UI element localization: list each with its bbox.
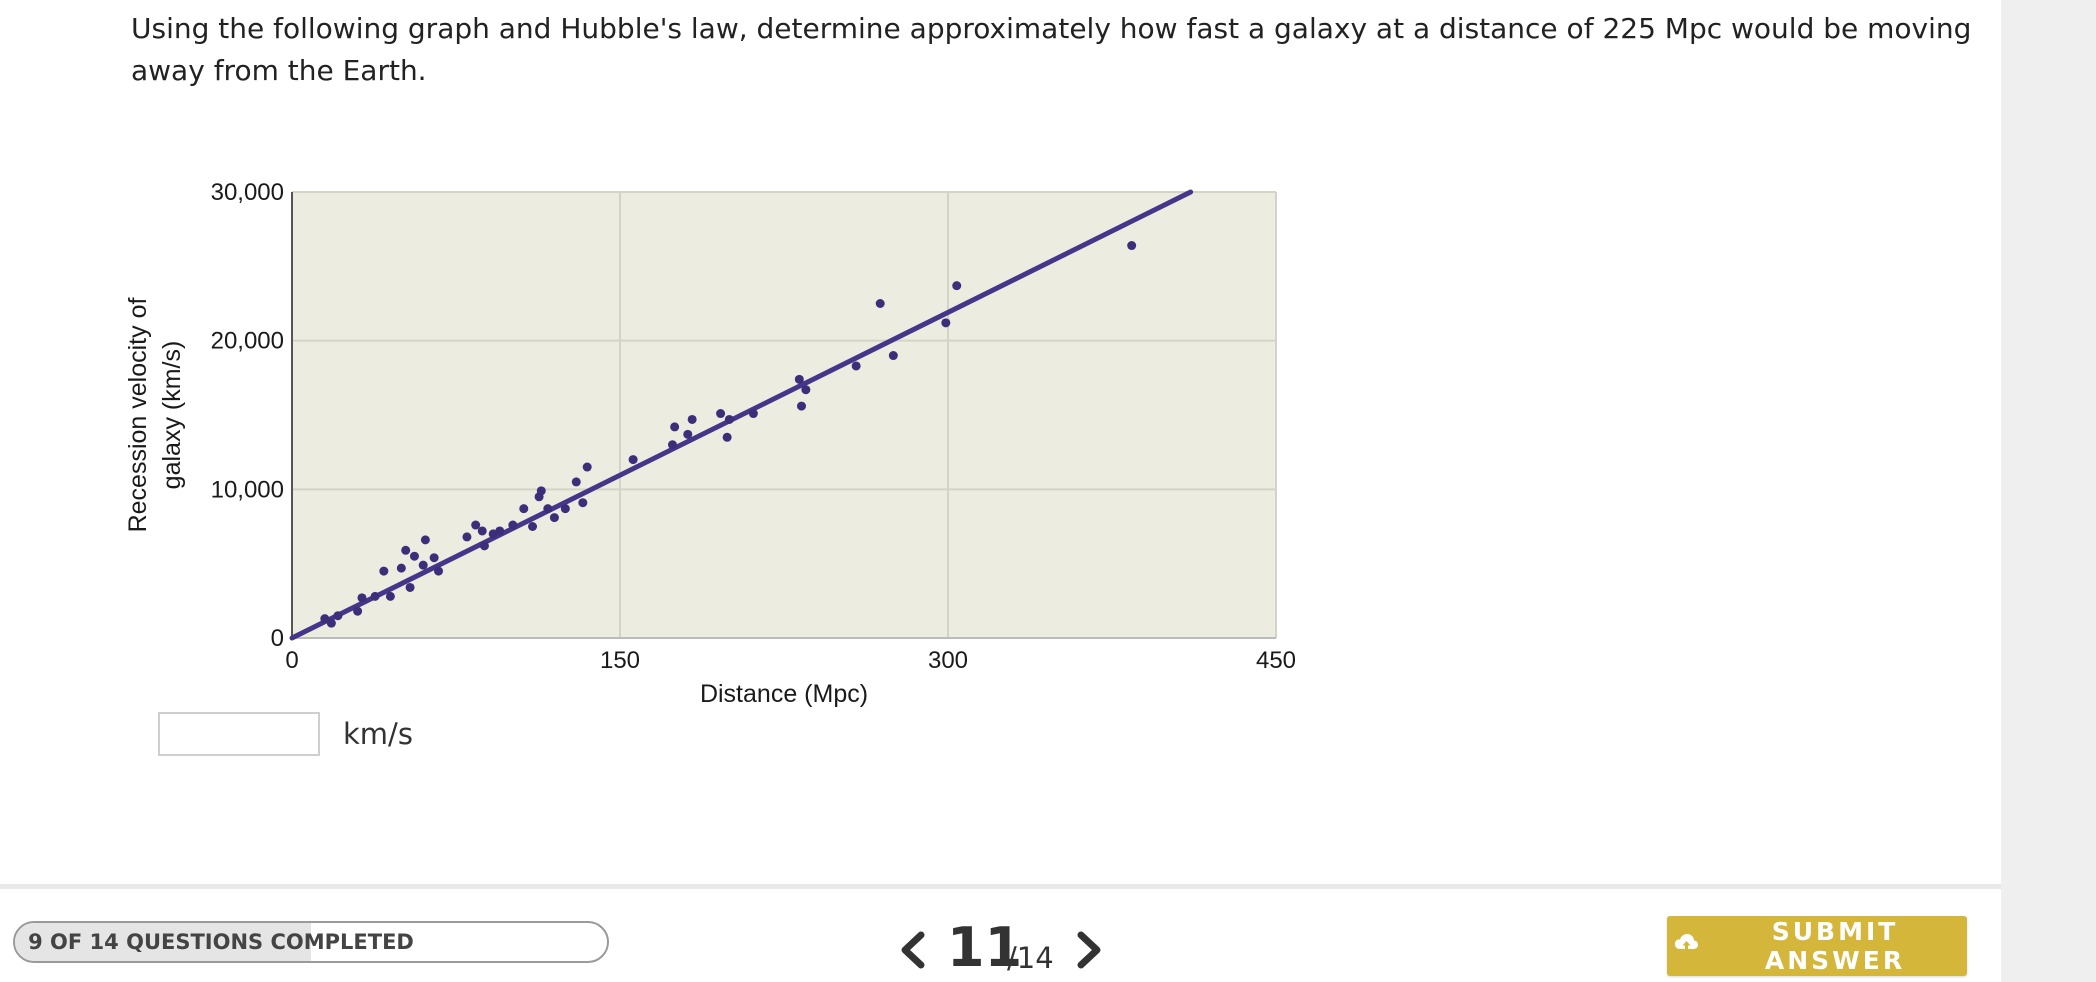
data-point (320, 614, 330, 624)
x-tick-label: 150 (600, 647, 640, 674)
data-point (582, 462, 592, 472)
cloud-upload-icon (1673, 930, 1699, 962)
x-axis-label: Distance (Mpc) (700, 680, 868, 708)
data-point (801, 385, 811, 395)
data-point (941, 318, 951, 328)
data-point (396, 563, 406, 573)
data-point (796, 401, 806, 411)
y-axis-label: galaxy (km/s) (158, 341, 186, 490)
data-point (405, 582, 415, 592)
data-point (628, 455, 638, 465)
chevron-left-icon[interactable] (895, 930, 929, 970)
y-tick-label: 30,000 (211, 179, 284, 206)
y-tick-label: 0 (271, 625, 284, 652)
data-point (716, 409, 726, 419)
pagination: 11 /14 (895, 918, 1125, 978)
x-tick-label: 0 (285, 647, 298, 674)
data-point (519, 504, 529, 514)
data-point (571, 477, 581, 487)
data-point (748, 409, 758, 419)
data-point (479, 541, 489, 551)
chevron-right-icon[interactable] (1073, 930, 1107, 970)
data-point (851, 361, 861, 371)
data-point (401, 545, 411, 555)
question-text: Using the following graph and Hubble's l… (131, 12, 1972, 87)
data-point (888, 351, 898, 361)
y-tick-label: 10,000 (211, 476, 284, 503)
data-point (471, 520, 481, 530)
data-point (508, 520, 518, 530)
data-point (477, 526, 487, 536)
data-point (333, 611, 343, 621)
data-point (409, 551, 419, 561)
data-point (667, 440, 677, 450)
data-point (670, 422, 680, 432)
plot-area (292, 192, 1276, 638)
x-tick-label: 300 (928, 647, 968, 674)
data-point (495, 526, 505, 536)
right-gutter (2001, 0, 2096, 982)
data-point (560, 504, 570, 514)
hubble-chart: 0 150 300 450 0 10,000 20,000 30,000 Distance (M… (124, 179, 1296, 708)
fit-line (289, 189, 1194, 641)
y-tick-label: 20,000 (211, 328, 284, 355)
page-total: /14 (1007, 941, 1054, 975)
progress-bar: 9 OF 14 QUESTIONS COMPLETED (13, 921, 609, 963)
progress-text: 9 OF 14 QUESTIONS COMPLETED (28, 930, 414, 954)
data-point (434, 566, 444, 576)
x-tick-label: 450 (1256, 647, 1296, 674)
data-point (549, 513, 559, 523)
data-point (687, 414, 697, 424)
page-current: 11 (947, 916, 1023, 979)
data-point (875, 299, 885, 308)
data-point (326, 618, 336, 628)
data-point (420, 535, 430, 545)
data-point (543, 504, 553, 514)
data-point (429, 553, 439, 563)
data-point (794, 374, 804, 384)
answer-input[interactable] (158, 712, 320, 756)
data-point (683, 429, 693, 439)
data-point (370, 591, 380, 601)
data-point (379, 566, 389, 576)
data-point (1127, 241, 1137, 251)
data-point (528, 522, 538, 531)
submit-label: SUBMIT ANSWER (1764, 917, 1906, 975)
data-point (578, 498, 588, 508)
data-point (385, 591, 395, 601)
data-point (722, 432, 732, 442)
data-point (724, 414, 734, 424)
data-point (952, 281, 962, 291)
submit-answer-button[interactable]: SUBMIT ANSWER (1667, 916, 1967, 976)
unit-label: km/s (343, 717, 413, 751)
data-point (462, 532, 472, 542)
data-point (418, 560, 428, 570)
data-point (536, 486, 546, 496)
y-axis-label: Recession velocity of (124, 298, 152, 533)
data-point (353, 606, 363, 616)
footer-divider (0, 884, 2001, 889)
data-point (357, 593, 367, 603)
progress-fill (15, 923, 311, 961)
